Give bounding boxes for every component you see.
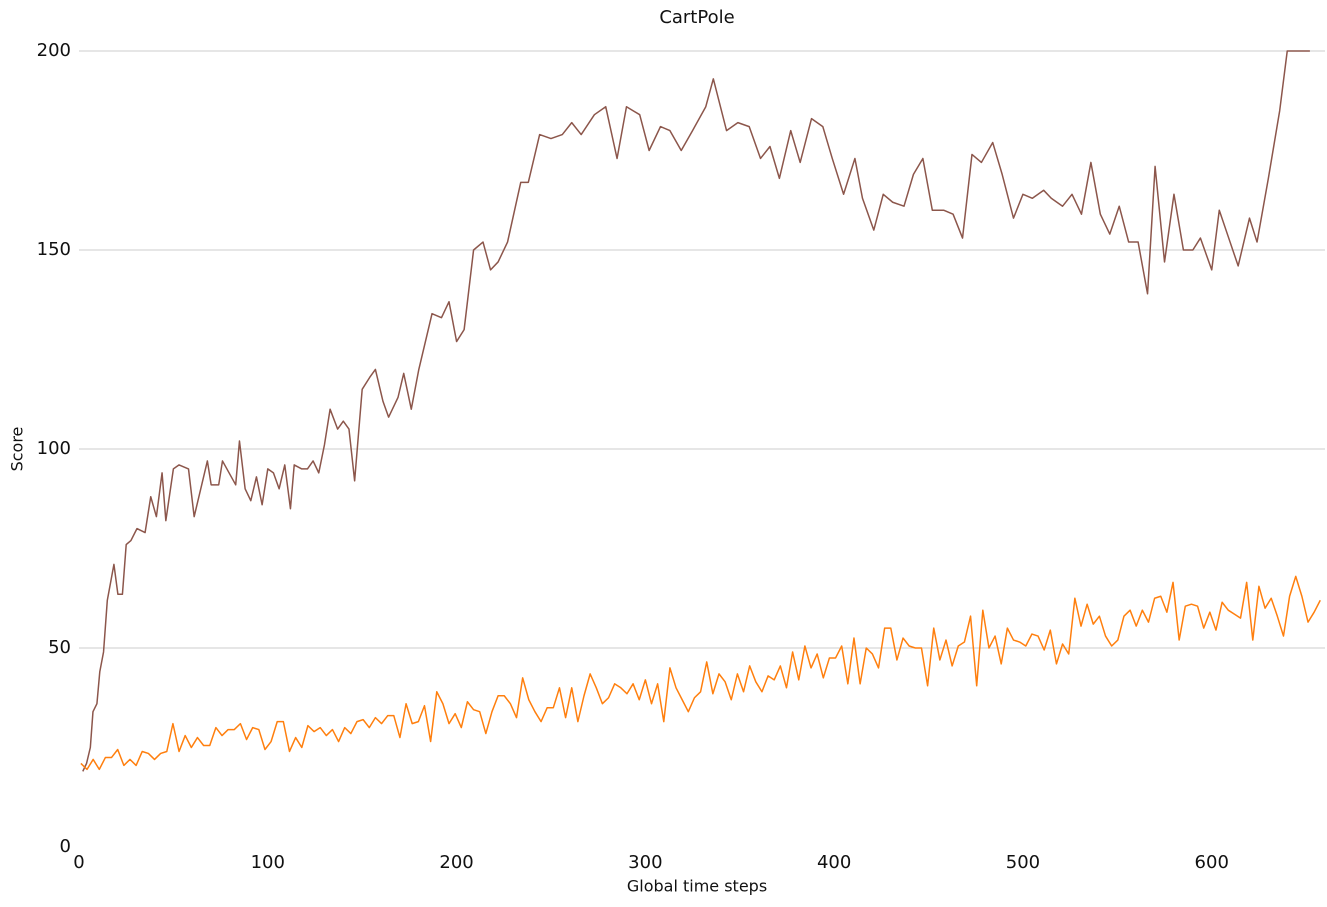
y-axis-label: Score — [8, 427, 27, 472]
series-line — [82, 50, 1310, 772]
y-tick-label: 0 — [60, 836, 71, 857]
y-tick-label: 50 — [48, 637, 71, 658]
y-tick-label: 100 — [37, 438, 71, 459]
x-tick-label: 200 — [439, 852, 473, 873]
x-tick-label: 100 — [251, 852, 285, 873]
y-tick-label: 200 — [37, 40, 71, 61]
series-line — [80, 575, 1321, 771]
chart-title: CartPole — [659, 7, 734, 28]
x-tick-label: 600 — [1195, 852, 1229, 873]
x-tick-label: 0 — [73, 852, 84, 873]
x-tick-label: 500 — [1006, 852, 1040, 873]
x-tick-label: 300 — [628, 852, 662, 873]
y-tick-label: 150 — [37, 239, 71, 260]
x-axis-label: Global time steps — [627, 877, 767, 896]
x-tick-label: 400 — [817, 852, 851, 873]
